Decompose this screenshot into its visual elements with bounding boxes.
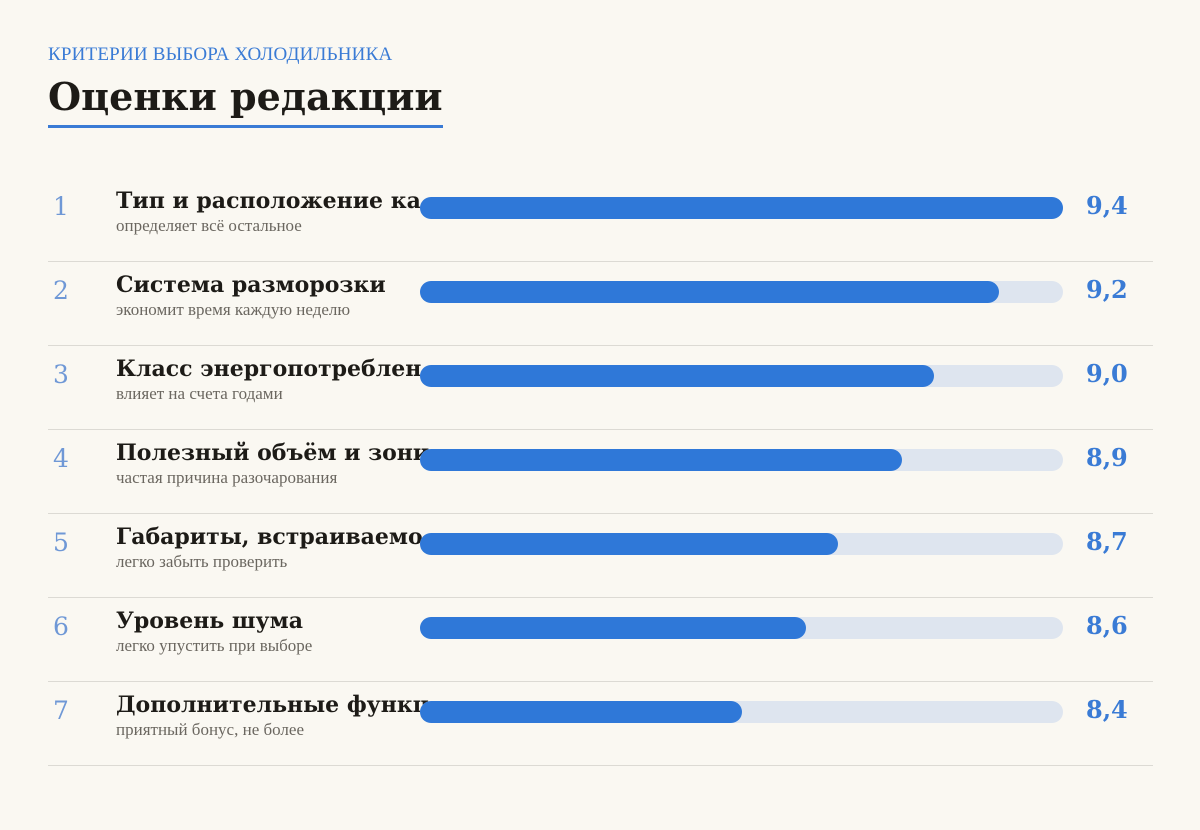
score-value: 9,0 xyxy=(1086,359,1128,388)
criterion-label: Дополнительные функц приятный бонус, не б… xyxy=(116,691,434,741)
eyebrow: КРИТЕРИИ ВЫБОРА ХОЛОДИЛЬНИКА xyxy=(48,44,393,65)
chart-row: 4 Полезный объём и зони частая причина раз… xyxy=(48,429,1153,514)
bar xyxy=(420,617,806,639)
rank-number: 3 xyxy=(53,360,69,389)
chart-row: 5 Габариты, встраиваемо легко забыть прове… xyxy=(48,513,1153,598)
rank-number: 4 xyxy=(53,444,69,473)
criterion-note: определяет всё остальное xyxy=(116,216,302,235)
criterion-name: Габариты, встраиваемо xyxy=(116,524,423,550)
criterion-note: экономит время каждую неделю xyxy=(116,300,351,319)
score-value: 9,2 xyxy=(1086,275,1128,304)
criterion-note: приятный бонус, не более xyxy=(116,720,304,739)
chart-row: 2 Система разморозки экономит время каждую… xyxy=(48,261,1153,346)
criterion-note: влияет на счета годами xyxy=(116,384,283,403)
rank-number: 6 xyxy=(53,612,69,641)
chart-row: 7 Дополнительные функц приятный бонус, не … xyxy=(48,681,1153,766)
bar xyxy=(420,197,1063,219)
bar xyxy=(420,449,902,471)
rank-number: 1 xyxy=(53,192,69,221)
criterion-label: Уровень шума легко упустить при выборе xyxy=(116,607,434,657)
criterion-label: Полезный объём и зони частая причина разо… xyxy=(116,439,434,489)
criterion-label: Класс энергопотреблен влияет на счета год… xyxy=(116,355,434,405)
criterion-name: Уровень шума xyxy=(116,608,303,634)
bar-track xyxy=(420,617,1063,639)
bar xyxy=(420,281,999,303)
score-value: 8,9 xyxy=(1086,443,1128,472)
rank-number: 5 xyxy=(53,528,69,557)
bar-track xyxy=(420,197,1063,219)
criterion-note: легко забыть проверить xyxy=(116,552,288,571)
bar xyxy=(420,365,934,387)
score-value: 8,7 xyxy=(1086,527,1128,556)
criterion-label: Габариты, встраиваемо легко забыть провер… xyxy=(116,523,434,573)
chart-row: 6 Уровень шума легко упустить при выборе 8,… xyxy=(48,597,1153,682)
bar-track xyxy=(420,281,1063,303)
bar-track xyxy=(420,365,1063,387)
criterion-note: легко упустить при выборе xyxy=(116,636,313,655)
bar xyxy=(420,533,838,555)
bar xyxy=(420,701,742,723)
bar-track xyxy=(420,533,1063,555)
score-value: 9,4 xyxy=(1086,191,1128,220)
chart-row: 1 Тип и расположение ка определяет всё ост… xyxy=(48,177,1153,262)
criterion-label: Система разморозки экономит время каждую … xyxy=(116,271,434,321)
criterion-name: Полезный объём и зони xyxy=(116,440,430,466)
criterion-label: Тип и расположение ка определяет всё оста… xyxy=(116,187,434,237)
rank-number: 7 xyxy=(53,696,69,725)
page-title: Оценки редакции xyxy=(48,74,443,128)
chart-row: 3 Класс энергопотреблен влияет на счета го… xyxy=(48,345,1153,430)
score-value: 8,6 xyxy=(1086,611,1128,640)
criterion-note: частая причина разочарования xyxy=(116,468,338,487)
bar-track xyxy=(420,449,1063,471)
score-value: 8,4 xyxy=(1086,695,1128,724)
rank-number: 2 xyxy=(53,276,69,305)
criterion-name: Тип и расположение ка xyxy=(116,188,421,214)
criterion-name: Дополнительные функц xyxy=(116,692,429,718)
criterion-name: Класс энергопотреблен xyxy=(116,356,422,382)
criterion-name: Система разморозки xyxy=(116,272,386,298)
bar-track xyxy=(420,701,1063,723)
